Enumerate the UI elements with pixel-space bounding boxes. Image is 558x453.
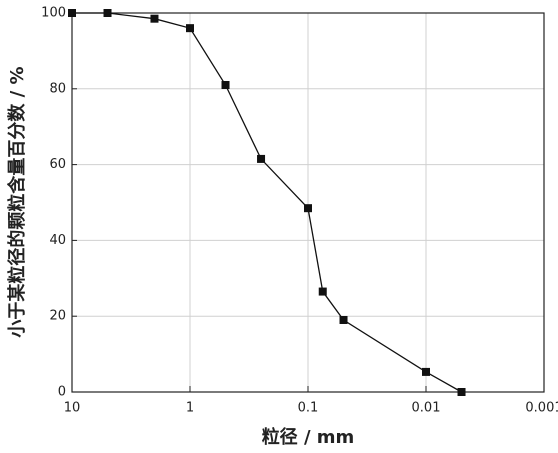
data-point <box>221 81 230 90</box>
data-point <box>339 315 348 324</box>
y-tick-label: 80 <box>49 81 66 96</box>
x-tick-label: 0.01 <box>412 401 441 416</box>
data-point <box>103 9 112 17</box>
data-point <box>257 154 266 163</box>
data-point <box>186 24 194 33</box>
y-axis-label: 小于某粒径的颗粒含量百分数 / % <box>6 66 28 337</box>
data-point <box>318 287 327 296</box>
data-line <box>72 12 462 393</box>
plot-frame <box>71 12 545 393</box>
data-point <box>422 367 430 376</box>
y-tick-label: 40 <box>49 233 66 248</box>
x-axis-label: 粒径 / mm <box>262 426 355 448</box>
data-point <box>457 388 466 396</box>
data-point <box>150 14 159 23</box>
y-tick-label: 20 <box>49 309 66 324</box>
x-tick-label: 10 <box>64 401 81 416</box>
y-tick-label: 100 <box>41 6 66 21</box>
data-point <box>68 9 76 17</box>
y-tick-label: 0 <box>58 385 66 400</box>
x-tick-label: 1 <box>186 401 194 416</box>
data-point <box>304 204 312 213</box>
x-tick-label: 0.1 <box>298 401 319 416</box>
x-tick-label: 0.001 <box>525 401 558 416</box>
y-tick-label: 60 <box>49 157 66 172</box>
